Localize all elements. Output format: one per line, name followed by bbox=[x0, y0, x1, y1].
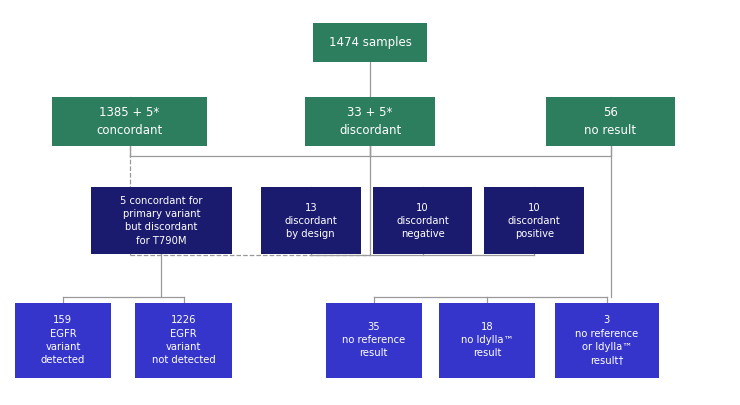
Text: 5 concordant for
primary variant
but discordant
for T790M: 5 concordant for primary variant but dis… bbox=[120, 196, 203, 245]
FancyBboxPatch shape bbox=[312, 23, 428, 62]
FancyBboxPatch shape bbox=[439, 303, 535, 377]
Text: 1385 + 5*
concordant: 1385 + 5* concordant bbox=[96, 107, 163, 136]
Text: 1474 samples: 1474 samples bbox=[329, 36, 411, 49]
FancyBboxPatch shape bbox=[326, 303, 422, 377]
FancyBboxPatch shape bbox=[546, 97, 675, 146]
FancyBboxPatch shape bbox=[260, 187, 361, 254]
Text: 35
no reference
result: 35 no reference result bbox=[342, 322, 406, 358]
FancyBboxPatch shape bbox=[91, 187, 232, 254]
FancyBboxPatch shape bbox=[52, 97, 207, 146]
Text: 1226
EGFR
variant
not detected: 1226 EGFR variant not detected bbox=[152, 315, 215, 365]
Text: 56
no result: 56 no result bbox=[585, 107, 636, 136]
Text: 13
discordant
by design: 13 discordant by design bbox=[284, 202, 337, 239]
FancyBboxPatch shape bbox=[306, 97, 434, 146]
Text: 3
no reference
or Idylla™
result†: 3 no reference or Idylla™ result† bbox=[575, 315, 639, 365]
FancyBboxPatch shape bbox=[484, 187, 585, 254]
FancyBboxPatch shape bbox=[15, 303, 111, 377]
FancyBboxPatch shape bbox=[372, 187, 472, 254]
Text: 10
discordant
positive: 10 discordant positive bbox=[508, 202, 561, 239]
Text: 159
EGFR
variant
detected: 159 EGFR variant detected bbox=[41, 315, 85, 365]
Text: 33 + 5*
discordant: 33 + 5* discordant bbox=[339, 107, 401, 136]
FancyBboxPatch shape bbox=[135, 303, 232, 377]
Text: 18
no Idylla™
result: 18 no Idylla™ result bbox=[461, 322, 513, 358]
FancyBboxPatch shape bbox=[555, 303, 659, 377]
Text: 10
discordant
negative: 10 discordant negative bbox=[396, 202, 449, 239]
